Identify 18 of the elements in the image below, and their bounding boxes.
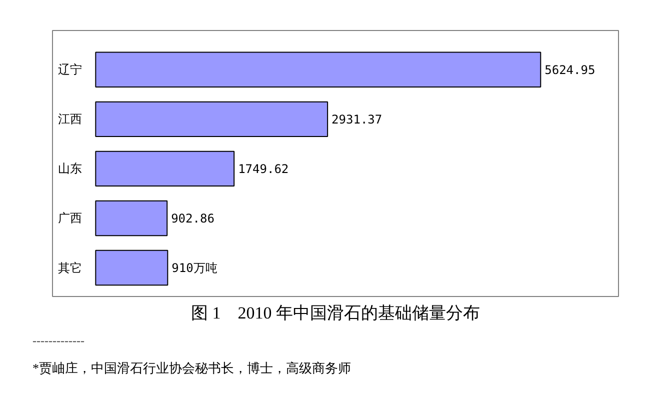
y-tick-label: 广西 (58, 211, 82, 226)
data-label: 910万吨 (172, 260, 218, 275)
bar (95, 200, 168, 236)
text: ------------- (32, 334, 84, 348)
data-label: 5624.95 (544, 63, 596, 78)
text: *贾岫庄，中国滑石行业协会秘书长，博士，高级商务师 (32, 360, 351, 376)
text: 图 1 2010 年中国滑石的基础储量分布 (191, 304, 480, 322)
y-tick-label: 辽宁 (58, 62, 82, 77)
bar (95, 150, 235, 187)
bar (95, 250, 168, 286)
bar (95, 52, 542, 88)
data-label: 2931.37 (332, 112, 382, 127)
data-label: 1749.62 (238, 162, 289, 176)
y-tick-label: 江西 (58, 112, 82, 126)
data-label: 902.86 (171, 212, 214, 226)
y-tick-label: 其它 (58, 260, 82, 275)
y-tick-label: 山东 (58, 162, 82, 176)
bar (95, 101, 328, 138)
